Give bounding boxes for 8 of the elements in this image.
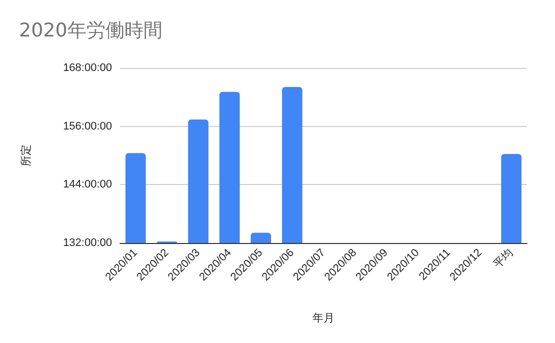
x-axis-title: 年月: [312, 312, 334, 324]
y-tick-label: 168:00:00: [63, 62, 112, 74]
x-tick-label: 平均: [492, 246, 516, 271]
chart-title: 2020年労働時間: [19, 20, 162, 42]
y-axis-title: 所定: [20, 144, 32, 166]
y-tick-label: 132:00:00: [63, 237, 112, 249]
y-tick-label: 156:00:00: [63, 120, 112, 132]
y-tick-label: 144:00:00: [63, 178, 112, 191]
